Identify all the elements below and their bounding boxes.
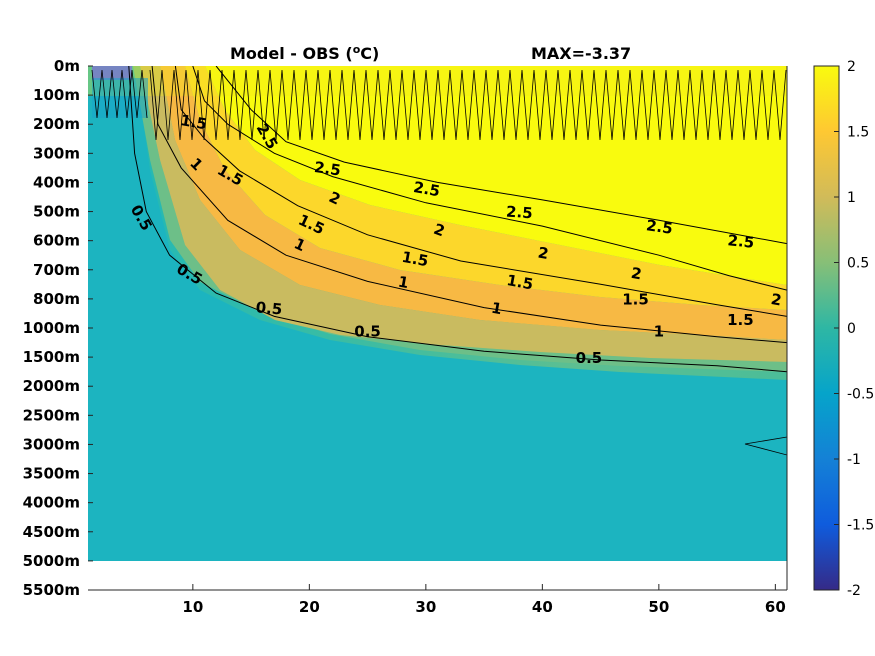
- y-tick-label: 1000m: [23, 319, 80, 337]
- colorbar-tick-label: 0: [847, 321, 856, 337]
- x-tick-label: 20: [299, 598, 320, 616]
- y-tick-label: 100m: [33, 86, 80, 104]
- colorbar-tick-label: -1: [847, 452, 861, 468]
- contour-label: 1.5: [400, 248, 429, 270]
- contour-line-1.5: [174, 66, 787, 317]
- contour-label: 1: [397, 273, 410, 293]
- colorbar: [813, 65, 840, 591]
- y-tick-label: 800m: [33, 290, 80, 308]
- x-tick-label: 60: [765, 598, 786, 616]
- contour-label: 0.5: [576, 349, 603, 367]
- y-tick-label: 200m: [33, 115, 80, 133]
- warm-band-1: [140, 66, 787, 362]
- contour-label: 2: [630, 264, 643, 284]
- contour-label: 2: [770, 290, 783, 310]
- contour-label: 1.5: [505, 271, 534, 293]
- warm-band-15: [160, 66, 787, 340]
- contour-label: 1.5: [179, 111, 208, 133]
- heatmap-field: [88, 66, 787, 561]
- y-tick-label: 600m: [33, 232, 80, 250]
- x-axis-ticks: 10 20 30 40 50 60: [182, 584, 786, 616]
- y-tick-label: 0m: [54, 57, 80, 75]
- contour-line-0.5: [128, 66, 787, 373]
- contour-line-1: [151, 66, 787, 344]
- y-tick-label: 5500m: [23, 581, 80, 599]
- y-tick-label: 400m: [33, 173, 80, 191]
- y-tick-label: 3500m: [23, 465, 80, 483]
- colorbar-tick-label: 1: [847, 190, 856, 206]
- max-value-label: MAX=-3.37: [531, 44, 631, 63]
- x-tick-label: 10: [182, 598, 203, 616]
- contour-line-2: [192, 66, 787, 291]
- contour-label: 2.5: [506, 202, 534, 222]
- contour-label: 2.5: [645, 216, 674, 238]
- colorbar-tick-label: 1.5: [847, 125, 869, 141]
- y-tick-label: 1500m: [23, 348, 80, 366]
- contour-label: 0.5: [255, 298, 283, 318]
- colorbar-tick-label: 2: [847, 59, 856, 75]
- colorbar-tick-label: -1.5: [847, 518, 874, 534]
- warm-band-2: [185, 66, 787, 310]
- deep-feature: [744, 436, 787, 456]
- y-tick-label: 4500m: [23, 523, 80, 541]
- x-tick-label: 40: [532, 598, 553, 616]
- colorbar-ticks: 2 1.5 1 0.5 0 -0.5 -1 -1.5 -2: [834, 59, 874, 599]
- contour-label: 2.5: [313, 158, 342, 180]
- y-tick-label: 4000m: [23, 494, 80, 512]
- contour-label: 0.5: [354, 323, 381, 341]
- colorbar-tick-label: -2: [847, 583, 861, 599]
- contour-label: 2.5: [727, 231, 755, 252]
- contour-label: 2.5: [412, 178, 441, 200]
- colorbar-tick-label: 0.5: [847, 256, 869, 272]
- colorbar-tick-label: -0.5: [847, 387, 874, 403]
- y-tick-label: 2500m: [23, 406, 80, 424]
- y-tick-label: 500m: [33, 203, 80, 221]
- contour-label: 1: [654, 323, 664, 341]
- contour-label: 1.5: [622, 291, 649, 309]
- y-axis-ticks: 0m 100m 200m 300m 400m 500m 600m 700m 800m 1000m 1…: [23, 57, 93, 599]
- contour-label: 2: [537, 243, 550, 263]
- surface-noise-contours: [149, 69, 787, 141]
- x-tick-label: 30: [415, 598, 436, 616]
- surface-cool-strip: [92, 78, 148, 118]
- x-tick-label: 50: [648, 598, 669, 616]
- coastal-cool-band: [88, 66, 787, 561]
- chart-title: Model - OBS (oC): [230, 43, 379, 63]
- contour-line-2.5: [215, 66, 787, 245]
- y-tick-label: 3000m: [23, 435, 80, 453]
- hot-band-25: [205, 66, 787, 285]
- y-tick-label: 5000m: [23, 552, 80, 570]
- y-tick-label: 2000m: [23, 377, 80, 395]
- y-tick-label: 700m: [33, 261, 80, 279]
- contour-label: 1.5: [727, 311, 754, 329]
- surface-noise-band: [88, 66, 787, 96]
- coastal-noise-contours: [91, 69, 148, 119]
- contour-lines: [91, 66, 787, 373]
- contour-label: 1: [490, 299, 503, 319]
- y-tick-label: 300m: [33, 144, 80, 162]
